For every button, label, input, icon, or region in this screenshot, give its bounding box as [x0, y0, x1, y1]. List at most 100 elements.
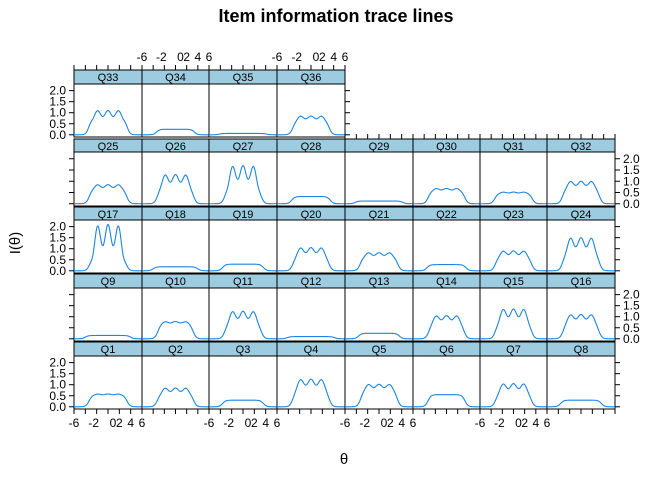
y-tick-label: 0.5 — [49, 389, 66, 403]
panel-frame — [546, 151, 616, 207]
panel-q31: Q31 — [479, 138, 548, 207]
trace-line-q17 — [74, 223, 142, 272]
y-tick-label: 1.0 — [623, 174, 640, 188]
strip-label: Q17 — [98, 209, 119, 221]
strip-label: Q4 — [304, 344, 319, 356]
strip-label: Q9 — [101, 276, 116, 288]
x-tick-label: 0 — [313, 50, 320, 64]
strip-label: Q16 — [571, 276, 592, 288]
strip-label: Q35 — [233, 72, 254, 84]
panel-q18: Q18 — [141, 206, 210, 274]
x-tick-label: -6 — [475, 416, 486, 430]
panel-frame — [344, 355, 414, 410]
strip-label: Q32 — [571, 141, 592, 153]
x-tick-label: -2 — [223, 416, 234, 430]
strip-label: Q24 — [571, 209, 592, 221]
y-tick-label: 2.0 — [623, 288, 640, 302]
trace-line-q28 — [277, 196, 345, 205]
panel-frame — [479, 355, 548, 410]
trace-line-q20 — [277, 247, 345, 272]
strip-label: Q7 — [506, 344, 521, 356]
strip-label: Q18 — [165, 209, 186, 221]
trace-line-q3 — [209, 399, 277, 408]
y-tick-label: 0.0 — [49, 264, 66, 278]
trace-line-q26 — [142, 173, 209, 205]
panel-q2: Q2 — [141, 341, 210, 410]
panel-frame — [208, 287, 278, 342]
panel-q4: Q4 — [276, 341, 346, 410]
panel-q24: Q24 — [546, 206, 616, 274]
panel-frame — [141, 355, 210, 410]
y-tick-label: 1.5 — [623, 299, 640, 313]
trace-line-q34 — [142, 128, 209, 136]
x-tick-label: -6 — [340, 416, 351, 430]
y-tick-label: 0.5 — [623, 321, 640, 335]
x-tick-label: 6 — [206, 50, 213, 64]
x-tick-label: 6 — [139, 416, 146, 430]
panel-frame — [546, 219, 616, 274]
x-tick-label: 0 — [110, 416, 117, 430]
trace-line-q27 — [209, 164, 277, 205]
panel-q36: Q36 — [276, 69, 346, 138]
x-tick-label: 0 — [245, 416, 252, 430]
strip-label: Q19 — [233, 209, 254, 221]
y-tick-label: 2.0 — [623, 152, 640, 166]
trace-line-q18 — [142, 266, 209, 272]
trace-line-q12 — [277, 336, 345, 340]
panel-q5: Q5 — [344, 341, 414, 410]
x-tick-label: 4 — [262, 416, 269, 430]
y-tick-label: 2.0 — [49, 356, 66, 370]
panel-q29: Q29 — [344, 138, 414, 207]
strip-label: Q23 — [503, 209, 524, 221]
panel-frame — [276, 83, 346, 138]
x-tick-label: -2 — [156, 50, 167, 64]
panel-frame — [73, 355, 143, 410]
x-tick-label: -2 — [291, 50, 302, 64]
y-tick-label: 1.0 — [49, 106, 66, 120]
y-tick-label: 1.5 — [49, 95, 66, 109]
y-tick-label: 1.0 — [623, 310, 640, 324]
x-tick-label: -6 — [272, 50, 283, 64]
x-tick-label: -6 — [137, 50, 148, 64]
x-tick-label: 4 — [532, 416, 539, 430]
chart-title: Item information trace lines — [218, 6, 453, 26]
panel-q6: Q6 — [412, 341, 481, 410]
x-tick-label: 0 — [381, 416, 388, 430]
panel-q16: Q16 — [546, 273, 616, 342]
panel-q25: Q25 — [73, 138, 143, 207]
panel-q7: Q7 — [479, 341, 548, 410]
trace-line-q19 — [209, 263, 277, 272]
strip-label: Q29 — [369, 141, 390, 153]
panel-q1: Q1 — [73, 341, 143, 410]
x-tick-label: 6 — [342, 50, 349, 64]
trace-line-q10 — [142, 321, 209, 340]
x-tick-label: -2 — [359, 416, 370, 430]
trace-line-q5 — [345, 383, 413, 408]
panel-frame — [412, 287, 481, 342]
x-tick-label: 2 — [521, 416, 528, 430]
strip-label: Q22 — [436, 209, 457, 221]
x-tick-label: -2 — [494, 416, 505, 430]
strip-label: Q8 — [574, 344, 589, 356]
strip-label: Q5 — [372, 344, 387, 356]
panel-q19: Q19 — [208, 206, 278, 274]
panel-grid: Q33 Q34 Q35 Q36 Q25 Q26 Q27 Q28 Q29 Q30 Q31 Q32 Q17 Q… — [73, 69, 616, 410]
strip-label: Q14 — [436, 276, 457, 288]
trace-line-q8 — [547, 399, 615, 408]
strip-label: Q26 — [165, 141, 186, 153]
panel-q20: Q20 — [276, 206, 346, 274]
panel-q28: Q28 — [276, 138, 346, 207]
trace-line-q23 — [480, 250, 547, 272]
trace-line-q22 — [413, 264, 480, 272]
panel-frame — [479, 287, 548, 342]
trace-line-q4 — [277, 378, 345, 408]
trace-line-q33 — [74, 109, 142, 136]
trace-line-q36 — [277, 115, 345, 136]
panel-q14: Q14 — [412, 273, 481, 342]
y-tick-label: 2.0 — [49, 84, 66, 98]
panel-frame — [479, 219, 548, 274]
x-tick-label: 4 — [194, 50, 201, 64]
x-tick-label: 2 — [116, 416, 123, 430]
panel-frame — [208, 83, 278, 138]
